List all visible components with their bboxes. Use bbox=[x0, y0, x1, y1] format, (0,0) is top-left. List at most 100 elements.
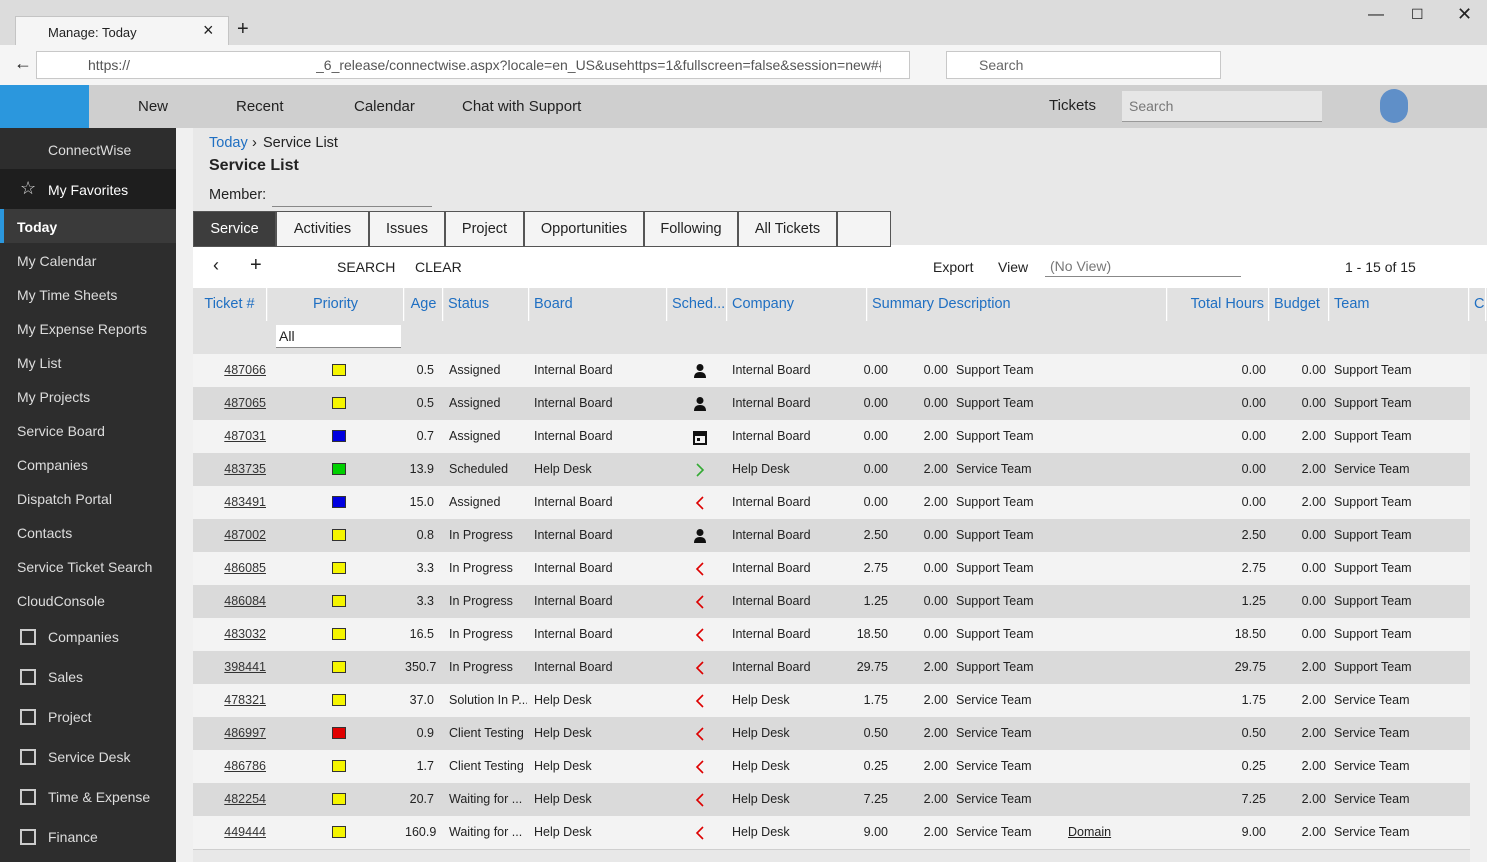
ticket-link[interactable]: 487065 bbox=[224, 396, 266, 410]
table-row[interactable]: 487066 0.5 Assigned Internal Board Internal … bbox=[193, 354, 1470, 388]
sidebar-item[interactable]: CloudConsole bbox=[0, 583, 176, 617]
company: Help Desk bbox=[732, 759, 790, 773]
table-row[interactable]: 486084 3.3 In Progress Internal Board Intern… bbox=[193, 585, 1470, 619]
sidebar-item[interactable]: My Time Sheets bbox=[0, 277, 176, 311]
tab[interactable]: Service bbox=[193, 211, 276, 247]
table-row[interactable]: 483491 15.0 Assigned Internal Board Internal… bbox=[193, 486, 1470, 520]
url-field[interactable]: https:// _6_release/connectwise.aspx?loc… bbox=[36, 51, 910, 79]
schedule-icon bbox=[694, 397, 706, 411]
sidebar-item[interactable]: Service Ticket Search bbox=[0, 549, 176, 583]
column-header[interactable]: Ticket # bbox=[193, 288, 267, 321]
app-menu-item[interactable]: Chat with Support bbox=[462, 98, 582, 115]
ticket-link[interactable]: 482254 bbox=[224, 792, 266, 806]
ticket-link[interactable]: 486084 bbox=[224, 594, 266, 608]
sidebar-section[interactable]: Sales bbox=[0, 657, 176, 697]
logo[interactable] bbox=[0, 85, 89, 128]
tickets-menu[interactable]: Tickets bbox=[1049, 97, 1096, 114]
tab[interactable]: Opportunities bbox=[524, 211, 644, 247]
tab[interactable]: All Tickets bbox=[738, 211, 837, 247]
sidebar-item[interactable]: My Expense Reports bbox=[0, 311, 176, 345]
table-row[interactable]: 483032 16.5 In Progress Internal Board Inter… bbox=[193, 618, 1470, 652]
paging[interactable]: 1 - 15 of 15 bbox=[1345, 259, 1416, 275]
schedule-icon bbox=[696, 463, 705, 477]
member-select[interactable] bbox=[272, 184, 432, 207]
column-header[interactable]: Team bbox=[1330, 288, 1469, 321]
column-header[interactable]: Board bbox=[530, 288, 667, 321]
ticket-link[interactable]: 449444 bbox=[224, 825, 266, 839]
sidebar-item[interactable]: Service Board bbox=[0, 413, 176, 447]
column-header[interactable]: Company bbox=[728, 288, 867, 321]
sidebar-item[interactable]: Contacts bbox=[0, 515, 176, 549]
search-button[interactable]: SEARCH bbox=[337, 259, 396, 275]
brand[interactable]: ConnectWise bbox=[48, 142, 132, 158]
sidebar-section[interactable]: Service Desk bbox=[0, 737, 176, 777]
sidebar-item[interactable]: My List bbox=[0, 345, 176, 379]
priority-marker bbox=[332, 430, 346, 442]
sidebar-section-icon bbox=[20, 829, 36, 845]
ticket-link[interactable]: 487002 bbox=[224, 528, 266, 542]
breadcrumb-link[interactable]: Today bbox=[209, 135, 248, 151]
column-header[interactable]: Total Hours bbox=[1168, 288, 1269, 321]
column-header[interactable]: Co bbox=[1470, 288, 1486, 321]
column-header[interactable]: Age bbox=[405, 288, 443, 321]
table-row[interactable]: 487031 0.7 Assigned Internal Board Internal … bbox=[193, 420, 1470, 454]
ticket-link[interactable]: 487066 bbox=[224, 363, 266, 377]
app-menu-item[interactable]: New bbox=[138, 98, 169, 115]
tab[interactable]: Issues bbox=[369, 211, 445, 247]
ticket-link[interactable]: 398441 bbox=[224, 660, 266, 674]
table-row[interactable]: 398441 350.7 In Progress Internal Board Inte… bbox=[193, 651, 1470, 685]
sidebar-section[interactable]: Finance bbox=[0, 817, 176, 857]
budget-total: 0.00 bbox=[1301, 363, 1326, 377]
app-menu-item[interactable]: Calendar bbox=[354, 98, 415, 115]
ticket-link[interactable]: 478321 bbox=[224, 693, 266, 707]
priority-filter[interactable]: All bbox=[276, 325, 401, 348]
browser-search[interactable]: Search bbox=[946, 51, 1221, 79]
ticket-link[interactable]: 483491 bbox=[224, 495, 266, 509]
app-search[interactable]: Search bbox=[1122, 91, 1322, 122]
sidebar-item[interactable]: My Projects bbox=[0, 379, 176, 413]
ticket-link[interactable]: 483735 bbox=[224, 462, 266, 476]
sidebar-section[interactable]: Time & Expense bbox=[0, 777, 176, 817]
table-row[interactable]: 487065 0.5 Assigned Internal Board Internal … bbox=[193, 387, 1470, 421]
sidebar-item[interactable]: Dispatch Portal bbox=[0, 481, 176, 515]
tab[interactable]: Activities bbox=[276, 211, 369, 247]
column-header[interactable]: Sched... bbox=[668, 288, 727, 321]
table-row[interactable]: 482254 20.7 Waiting for ... Help Desk Help D… bbox=[193, 783, 1470, 817]
ticket-link[interactable]: 483032 bbox=[224, 627, 266, 641]
table-row[interactable]: 449444 160.9 Waiting for ... Help Desk Help … bbox=[193, 816, 1470, 850]
summary-link[interactable]: Domain bbox=[1068, 825, 1112, 839]
board: Help Desk bbox=[534, 726, 592, 740]
app-menu-item[interactable]: Recent bbox=[236, 98, 284, 115]
table-row[interactable]: 487002 0.8 In Progress Internal Board Intern… bbox=[193, 519, 1470, 553]
ticket-link[interactable]: 486997 bbox=[224, 726, 266, 740]
ticket-link[interactable]: 486085 bbox=[224, 561, 266, 575]
table-row[interactable]: 486085 3.3 In Progress Internal Board Intern… bbox=[193, 552, 1470, 586]
table-row[interactable]: 483735 13.9 Scheduled Help Desk Help Desk 0.0… bbox=[193, 453, 1470, 487]
table-row[interactable]: 486997 0.9 Client Testing Help Desk Help Des… bbox=[193, 717, 1470, 751]
sidebar-item[interactable]: My Calendar bbox=[0, 243, 176, 277]
tab[interactable]: Project bbox=[445, 211, 524, 247]
priority-marker bbox=[332, 694, 346, 706]
status: Solution In P... bbox=[449, 693, 527, 707]
favorites[interactable]: ☆ My Favorites bbox=[0, 169, 176, 209]
browser-tab[interactable]: Manage: Today × bbox=[15, 16, 229, 47]
sidebar-section[interactable]: Companies bbox=[0, 617, 176, 657]
ticket-link[interactable]: 487031 bbox=[224, 429, 266, 443]
table-row[interactable]: 478321 37.0 Solution In P... Help Desk Help … bbox=[193, 684, 1470, 718]
settings-tab[interactable] bbox=[837, 211, 891, 247]
sidebar-section[interactable]: Project bbox=[0, 697, 176, 737]
column-header[interactable]: Priority bbox=[268, 288, 404, 321]
avatar[interactable] bbox=[1380, 89, 1408, 123]
sidebar-item[interactable]: Today bbox=[0, 209, 180, 243]
sidebar-item[interactable]: Companies bbox=[0, 447, 176, 481]
export-button[interactable]: Export bbox=[933, 259, 974, 275]
tab[interactable]: Following bbox=[644, 211, 738, 247]
table-row[interactable]: 486786 1.7 Client Testing Help Desk Help Des… bbox=[193, 750, 1470, 784]
column-header[interactable]: Budget bbox=[1270, 288, 1329, 321]
column-header[interactable]: Summary Description bbox=[868, 288, 1167, 321]
budget: 2.00 bbox=[923, 462, 948, 476]
column-header[interactable]: Status bbox=[444, 288, 529, 321]
view-select[interactable]: (No View) bbox=[1045, 254, 1241, 277]
clear-button[interactable]: CLEAR bbox=[415, 259, 462, 275]
ticket-link[interactable]: 486786 bbox=[224, 759, 266, 773]
